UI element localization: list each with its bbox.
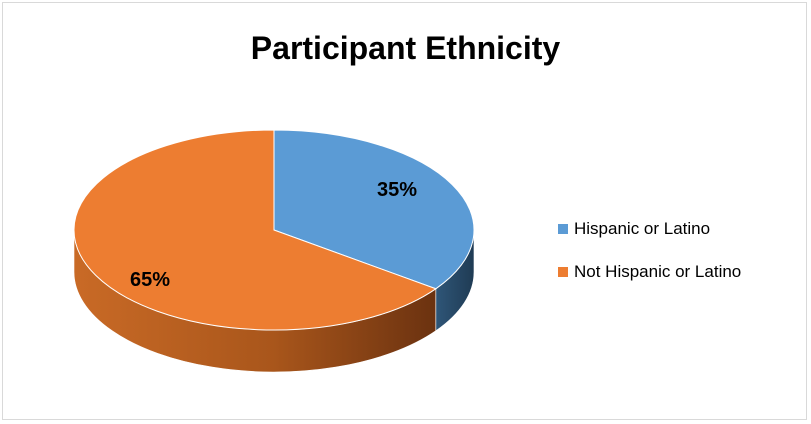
- chart-legend: Hispanic or Latino Not Hispanic or Latin…: [558, 218, 741, 304]
- legend-label-not-hispanic: Not Hispanic or Latino: [574, 262, 741, 282]
- legend-label-hispanic: Hispanic or Latino: [574, 219, 710, 239]
- legend-item-not-hispanic: Not Hispanic or Latino: [558, 261, 741, 283]
- legend-item-hispanic: Hispanic or Latino: [558, 218, 741, 240]
- legend-swatch-not-hispanic: [558, 267, 568, 277]
- slice-hispanic-label: 35%: [377, 179, 417, 201]
- slice-not-hispanic-label: 65%: [130, 269, 170, 291]
- legend-swatch-hispanic: [558, 224, 568, 234]
